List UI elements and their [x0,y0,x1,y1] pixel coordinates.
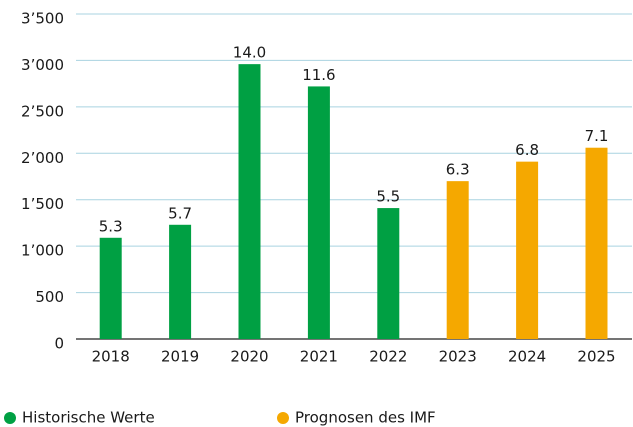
bar-label: 11.6 [302,66,335,84]
legend-marker [277,412,289,424]
bar-label: 5.5 [376,188,400,206]
legend-marker [4,412,16,424]
x-tick-label: 2018 [92,348,130,366]
bar [516,161,539,339]
bar-label: 6.3 [446,161,470,179]
legend-label: Prognosen des IMF [295,409,436,427]
y-tick-label: 500 [35,288,64,306]
bar [238,64,261,340]
legend-label: Historische Werte [22,409,155,427]
bar-label: 5.7 [168,204,192,222]
bar [99,237,122,339]
x-tick-label: 2022 [369,348,407,366]
y-tick-label: 3’500 [21,10,64,28]
y-tick-label: 0 [54,335,64,353]
x-tick-label: 2023 [439,348,477,366]
x-tick-label: 2020 [230,348,268,366]
y-tick-label: 2’000 [21,149,64,167]
y-tick-label: 1’500 [21,195,64,213]
bar-label: 7.1 [585,127,609,145]
y-tick-label: 3’000 [21,56,64,74]
bar [446,181,469,339]
bar [307,86,330,339]
y-tick-label: 1’000 [21,242,64,260]
bar-label: 14.0 [233,44,266,62]
bar-label: 6.8 [515,141,539,159]
x-tick-label: 2021 [300,348,338,366]
x-tick-label: 2025 [577,348,615,366]
bar [377,208,400,339]
bar [169,224,192,339]
x-tick-label: 2024 [508,348,546,366]
bar-label: 5.3 [99,217,123,235]
x-tick-label: 2019 [161,348,199,366]
y-tick-label: 2’500 [21,102,64,120]
bar [585,147,608,339]
